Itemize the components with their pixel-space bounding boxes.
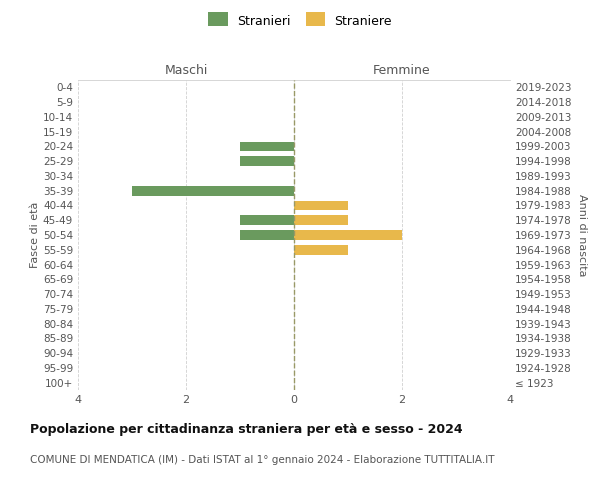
Bar bbox=[294, 245, 348, 254]
Bar bbox=[294, 216, 348, 225]
Bar bbox=[240, 216, 294, 225]
Text: COMUNE DI MENDATICA (IM) - Dati ISTAT al 1° gennaio 2024 - Elaborazione TUTTITAL: COMUNE DI MENDATICA (IM) - Dati ISTAT al… bbox=[30, 455, 494, 465]
Bar bbox=[240, 142, 294, 151]
Text: Femmine: Femmine bbox=[373, 64, 431, 78]
Bar bbox=[240, 230, 294, 240]
Bar bbox=[294, 200, 348, 210]
Y-axis label: Fasce di età: Fasce di età bbox=[30, 202, 40, 268]
Bar bbox=[132, 186, 294, 196]
Text: Maschi: Maschi bbox=[164, 64, 208, 78]
Legend: Stranieri, Straniere: Stranieri, Straniere bbox=[205, 11, 395, 32]
Text: Popolazione per cittadinanza straniera per età e sesso - 2024: Popolazione per cittadinanza straniera p… bbox=[30, 422, 463, 436]
Bar bbox=[240, 156, 294, 166]
Y-axis label: Anni di nascita: Anni di nascita bbox=[577, 194, 587, 276]
Bar bbox=[294, 230, 402, 240]
